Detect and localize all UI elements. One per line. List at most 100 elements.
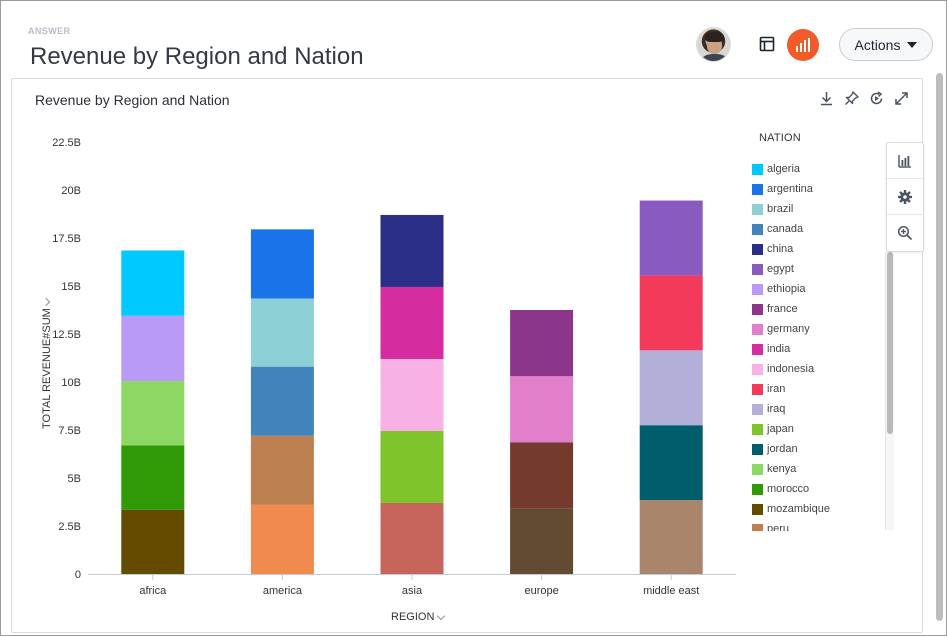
y-tick-label: 12.5B xyxy=(52,329,81,341)
legend-label: mozambique xyxy=(767,503,830,515)
bar-segment-asia-indonesia[interactable] xyxy=(380,358,444,431)
pin-icon[interactable] xyxy=(843,90,860,107)
chart-side-toolbar xyxy=(886,142,924,252)
legend-title: NATION xyxy=(759,132,801,144)
table-icon[interactable] xyxy=(759,36,775,52)
bar-segment-america-peru[interactable] xyxy=(250,435,314,505)
bar-segment-middle-east-iraq[interactable] xyxy=(639,350,703,426)
bar-segment-africa-mozambique[interactable] xyxy=(121,509,185,574)
legend-label: canada xyxy=(767,223,804,235)
legend-label: india xyxy=(767,343,791,355)
legend-item-argentina[interactable]: argentina xyxy=(752,179,882,199)
y-tick-label: 10B xyxy=(61,377,81,389)
legend-swatch xyxy=(752,483,763,495)
legend-item-ethiopia[interactable]: ethiopia xyxy=(752,279,882,299)
chevron-down-icon xyxy=(41,297,50,307)
legend-swatch xyxy=(752,343,763,355)
expand-icon[interactable] xyxy=(893,90,910,107)
bar-segment-america-canada[interactable] xyxy=(250,366,314,436)
bar-segment-asia-india[interactable] xyxy=(380,286,444,359)
legend-item-china[interactable]: china xyxy=(752,239,882,259)
y-tick-label: 20B xyxy=(61,185,81,197)
x-axis-label-text: REGION xyxy=(391,611,435,623)
legend-item-jordan[interactable]: jordan xyxy=(752,439,882,459)
legend-item-brazil[interactable]: brazil xyxy=(752,199,882,219)
bar-segment-asia-segment-0[interactable] xyxy=(380,502,444,574)
legend: algeria argentina brazil canada china egypt et… xyxy=(752,159,882,531)
x-tick-label: asia xyxy=(402,585,423,597)
y-tick-label: 5B xyxy=(68,473,81,485)
legend-swatch xyxy=(752,383,763,395)
legend-swatch xyxy=(752,363,763,375)
chart-config-button[interactable] xyxy=(887,143,923,179)
card-toolbar xyxy=(818,90,910,107)
legend-swatch xyxy=(752,463,763,475)
legend-label: france xyxy=(767,303,798,315)
y-tick-label: 15B xyxy=(61,281,81,293)
legend-label: ethiopia xyxy=(767,283,806,295)
bar-segment-america-segment-0[interactable] xyxy=(250,504,314,574)
bar-segment-europe-segment-0[interactable] xyxy=(510,508,574,574)
bar-segment-asia-japan[interactable] xyxy=(380,430,444,503)
bar-segment-europe-segment-1[interactable] xyxy=(510,442,574,509)
legend-label: jordan xyxy=(767,443,798,455)
bar-segment-africa-kenya[interactable] xyxy=(121,381,185,446)
legend-label: argentina xyxy=(767,183,813,195)
bar-chart-icon[interactable] xyxy=(787,29,819,61)
chevron-down-icon xyxy=(437,611,446,620)
legend-item-japan[interactable]: japan xyxy=(752,419,882,439)
actions-button[interactable]: Actions xyxy=(839,28,933,61)
refresh-icon[interactable] xyxy=(868,90,885,107)
zoom-button[interactable] xyxy=(887,215,923,251)
bar-segment-middle-east-jordan[interactable] xyxy=(639,425,703,501)
y-axis-label-text: TOTAL REVENUE#SUM xyxy=(41,308,53,429)
legend-item-morocco[interactable]: morocco xyxy=(752,479,882,499)
legend-item-france[interactable]: france xyxy=(752,299,882,319)
x-axis-label[interactable]: REGION xyxy=(391,611,446,623)
legend-swatch xyxy=(752,303,763,315)
user-avatar[interactable] xyxy=(696,27,731,62)
legend-swatch xyxy=(752,423,763,435)
bar-segment-america-brazil[interactable] xyxy=(250,298,314,367)
settings-button[interactable] xyxy=(887,179,923,215)
legend-item-canada[interactable]: canada xyxy=(752,219,882,239)
legend-swatch xyxy=(752,523,763,531)
legend-item-germany[interactable]: germany xyxy=(752,319,882,339)
bar-segment-middle-east-segment-0[interactable] xyxy=(639,500,703,574)
y-tick-label: 2.5B xyxy=(58,521,81,533)
legend-swatch xyxy=(752,263,763,275)
page-scrollbar[interactable] xyxy=(935,69,944,631)
y-axis-label[interactable]: TOTAL REVENUE#SUM xyxy=(41,297,53,429)
bar-segment-asia-china[interactable] xyxy=(380,214,444,287)
legend-item-iraq[interactable]: iraq xyxy=(752,399,882,419)
bar-segment-middle-east-iran[interactable] xyxy=(639,275,703,351)
bar-segment-africa-algeria[interactable] xyxy=(121,250,185,316)
legend-label: peru xyxy=(767,523,790,531)
legend-item-india[interactable]: india xyxy=(752,339,882,359)
legend-label: iraq xyxy=(767,403,786,415)
bar-segment-europe-germany[interactable] xyxy=(510,376,574,443)
legend-item-egypt[interactable]: egypt xyxy=(752,259,882,279)
x-tick-label: europe xyxy=(524,585,558,597)
bar-segment-europe-france[interactable] xyxy=(510,310,574,377)
bar-segment-middle-east-egypt[interactable] xyxy=(639,200,703,276)
bar-segment-africa-morocco[interactable] xyxy=(121,445,185,510)
bar-segment-africa-ethiopia[interactable] xyxy=(121,315,185,382)
legend-item-kenya[interactable]: kenya xyxy=(752,459,882,479)
legend-item-iran[interactable]: iran xyxy=(752,379,882,399)
page-scrollbar-thumb[interactable] xyxy=(936,73,943,621)
legend-label: germany xyxy=(767,323,810,335)
legend-scrollbar[interactable] xyxy=(885,252,894,530)
bar-segment-america-argentina[interactable] xyxy=(250,229,314,299)
download-icon[interactable] xyxy=(818,90,835,107)
x-tick-label: africa xyxy=(139,585,167,597)
x-tick-label: america xyxy=(263,585,303,597)
legend-item-mozambique[interactable]: mozambique xyxy=(752,499,882,519)
legend-swatch xyxy=(752,183,763,195)
legend-scrollbar-thumb[interactable] xyxy=(887,252,893,434)
legend-item-peru[interactable]: peru xyxy=(752,519,882,531)
legend-item-indonesia[interactable]: indonesia xyxy=(752,359,882,379)
legend-item-algeria[interactable]: algeria xyxy=(752,159,882,179)
